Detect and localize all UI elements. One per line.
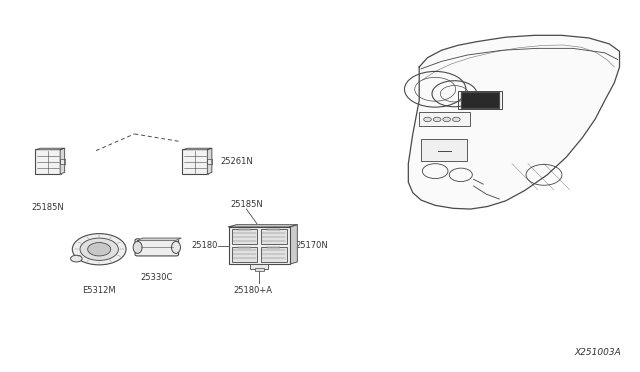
Ellipse shape bbox=[172, 241, 180, 253]
Polygon shape bbox=[207, 148, 212, 174]
Ellipse shape bbox=[133, 241, 142, 253]
Polygon shape bbox=[408, 35, 620, 209]
Bar bbox=[268, 247, 280, 248]
Text: 25180+A: 25180+A bbox=[234, 286, 272, 295]
Bar bbox=[261, 247, 287, 262]
Bar bbox=[60, 159, 65, 164]
Text: 25170N: 25170N bbox=[296, 241, 328, 250]
Bar bbox=[207, 159, 212, 164]
Bar bbox=[268, 229, 280, 230]
FancyBboxPatch shape bbox=[135, 239, 179, 256]
Circle shape bbox=[424, 117, 431, 122]
Text: 25180: 25180 bbox=[191, 241, 218, 250]
FancyBboxPatch shape bbox=[421, 139, 467, 161]
Bar bbox=[232, 247, 257, 262]
Bar bbox=[261, 229, 287, 244]
Text: X251003A: X251003A bbox=[574, 348, 621, 357]
Polygon shape bbox=[60, 148, 65, 174]
Circle shape bbox=[72, 234, 126, 265]
Circle shape bbox=[443, 117, 451, 122]
Circle shape bbox=[452, 117, 460, 122]
Text: 25261N: 25261N bbox=[221, 157, 253, 166]
Circle shape bbox=[80, 238, 118, 260]
Text: 25185N: 25185N bbox=[31, 203, 65, 212]
Polygon shape bbox=[36, 148, 65, 150]
Polygon shape bbox=[290, 225, 298, 264]
Bar bbox=[461, 92, 499, 108]
Bar bbox=[419, 112, 470, 126]
Text: 25330C: 25330C bbox=[141, 273, 173, 282]
Polygon shape bbox=[183, 148, 212, 150]
Circle shape bbox=[88, 243, 111, 256]
Bar bbox=[229, 227, 290, 264]
Bar bbox=[238, 229, 251, 230]
FancyBboxPatch shape bbox=[182, 149, 208, 174]
FancyBboxPatch shape bbox=[35, 149, 61, 174]
Bar bbox=[255, 268, 264, 271]
Text: 25185N: 25185N bbox=[230, 200, 263, 209]
Text: E5312M: E5312M bbox=[83, 286, 116, 295]
Circle shape bbox=[70, 255, 82, 262]
Bar bbox=[232, 229, 257, 244]
Bar bbox=[458, 91, 502, 109]
Bar bbox=[238, 247, 251, 248]
Bar bbox=[250, 264, 268, 269]
Circle shape bbox=[433, 117, 441, 122]
Polygon shape bbox=[138, 238, 181, 240]
Polygon shape bbox=[229, 225, 298, 227]
